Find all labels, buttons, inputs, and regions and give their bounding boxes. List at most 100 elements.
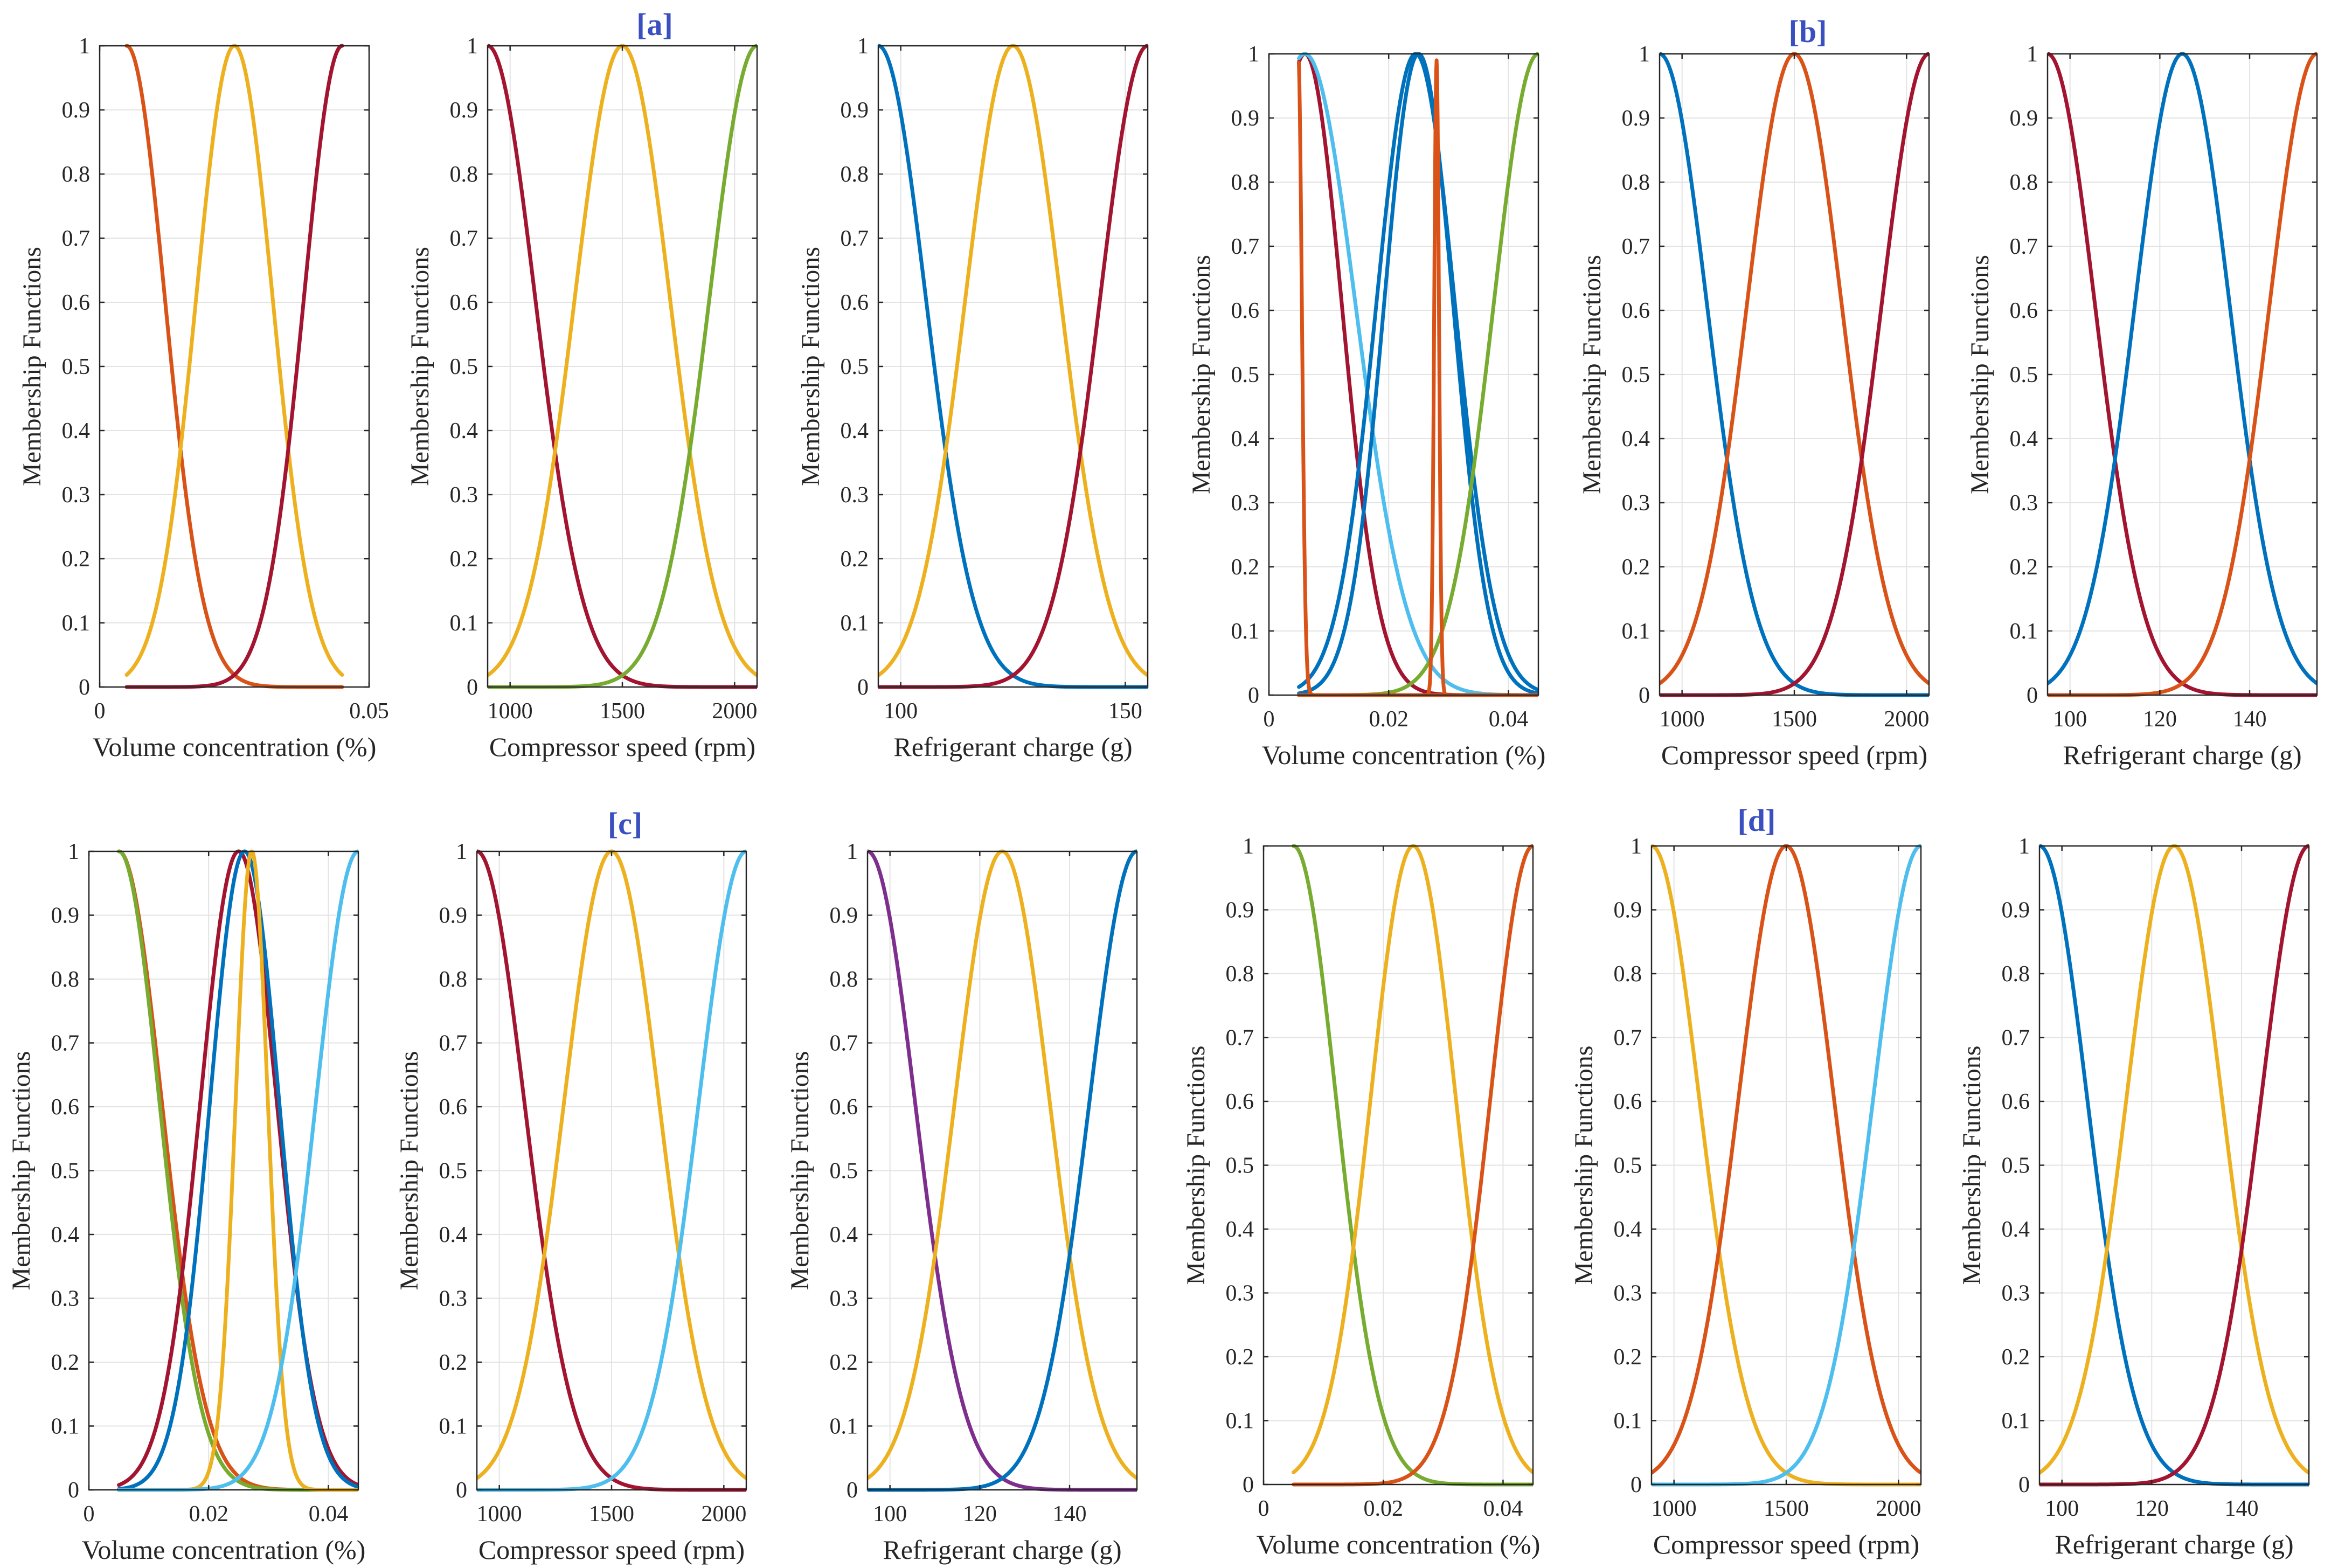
y-tick-label: 0.7 <box>1622 234 1650 259</box>
y-tick-label: 0.8 <box>439 967 468 992</box>
x-tick-label: 1000 <box>488 699 533 724</box>
y-tick-label: 0.7 <box>1231 234 1260 259</box>
y-tick-label: 0.1 <box>1622 619 1650 644</box>
y-tick-label: 0.1 <box>450 611 478 636</box>
x-axis-label: Volume concentration (%) <box>93 732 377 762</box>
x-tick-label: 0 <box>1258 1496 1269 1521</box>
y-tick-label: 0.1 <box>62 611 91 636</box>
y-tick-label: 0.3 <box>1231 491 1260 516</box>
y-tick-label: 0.4 <box>2010 427 2038 452</box>
y-tick-label: 0.4 <box>62 419 91 443</box>
y-tick-label: 0.9 <box>1226 898 1254 923</box>
y-tick-label: 0.6 <box>51 1095 80 1120</box>
y-tick-label: 0.5 <box>62 355 91 379</box>
y-tick-label: 1 <box>456 839 467 864</box>
x-tick-label: 0.05 <box>349 699 389 724</box>
y-axis-label: Membership Functions <box>1958 1046 1986 1285</box>
y-tick-label: 1 <box>847 839 858 864</box>
y-tick-label: 0.8 <box>1622 170 1650 195</box>
y-tick-label: 0.7 <box>1226 1026 1254 1051</box>
chart-10: 0 0.1 0.2 0.3 0.4 0.5 0.6 0.7 0.8 0.9 1 0 0.02 0.04 Vo… <box>1182 834 1540 1559</box>
y-axis-label: Membership Functions <box>1578 255 1606 494</box>
chart-3: 0 0.1 0.2 0.3 0.4 0.5 0.6 0.7 0.8 0.9 1 100 150 Refri… <box>796 34 1149 762</box>
y-tick-label: 0.5 <box>2002 1154 2030 1178</box>
y-tick-label: 0.8 <box>51 967 80 992</box>
y-tick-label: 0.2 <box>841 547 869 572</box>
chart-8: 0 0.1 0.2 0.3 0.4 0.5 0.6 0.7 0.8 0.9 1 1000 1500 200… <box>395 839 747 1565</box>
x-tick-label: 140 <box>1053 1502 1087 1527</box>
x-tick-label: 2000 <box>1876 1496 1921 1521</box>
y-tick-label: 0.1 <box>841 611 869 636</box>
y-tick-label: 0 <box>467 675 478 700</box>
x-tick-label: 0.02 <box>1369 707 1409 732</box>
x-tick-label: 2000 <box>701 1502 746 1527</box>
y-tick-label: 0.4 <box>51 1223 80 1247</box>
x-tick-label: 100 <box>2053 707 2087 732</box>
x-axis-label: Volume concentration (%) <box>1257 1529 1541 1559</box>
y-tick-label: 0.1 <box>51 1414 80 1439</box>
y-tick-label: 0.9 <box>1231 106 1260 131</box>
x-tick-label: 100 <box>873 1502 907 1527</box>
panel-label: [b] <box>1789 14 1827 49</box>
x-tick-label: 120 <box>2143 707 2177 732</box>
y-tick-label: 1 <box>68 839 79 864</box>
y-tick-label: 0.1 <box>1231 619 1260 644</box>
y-tick-label: 0.4 <box>1622 427 1650 452</box>
y-tick-label: 0.8 <box>2002 962 2030 987</box>
y-tick-label: 1 <box>1639 42 1650 67</box>
y-tick-label: 0.4 <box>450 419 478 443</box>
chart-9: 0 0.1 0.2 0.3 0.4 0.5 0.6 0.7 0.8 0.9 1 100 120 140 Re… <box>786 839 1138 1565</box>
y-tick-label: 0.9 <box>450 98 478 123</box>
x-tick-label: 0.04 <box>1489 707 1529 732</box>
x-tick-label: 100 <box>884 699 918 724</box>
chart-7: 0 0.1 0.2 0.3 0.4 0.5 0.6 0.7 0.8 0.9 1 0 0.02 0.04 Vo… <box>7 839 365 1565</box>
y-tick-label: 0 <box>1631 1473 1642 1497</box>
y-tick-label: 0.3 <box>2002 1281 2030 1306</box>
y-axis-label: Membership Functions <box>796 247 825 486</box>
y-tick-label: 0.6 <box>2010 299 2038 323</box>
y-tick-label: 0.8 <box>1226 962 1254 987</box>
y-tick-label: 0.9 <box>439 904 468 928</box>
y-tick-label: 0.7 <box>841 226 869 251</box>
y-tick-label: 0.9 <box>2002 898 2030 923</box>
y-tick-label: 0 <box>2018 1473 2030 1497</box>
y-tick-label: 0.3 <box>2010 491 2038 516</box>
y-tick-label: 0.4 <box>1226 1217 1254 1242</box>
y-tick-label: 0.9 <box>51 904 80 928</box>
y-tick-label: 0.5 <box>51 1159 80 1184</box>
x-tick-label: 150 <box>1108 699 1142 724</box>
x-tick-label: 1000 <box>1652 1496 1697 1521</box>
y-tick-label: 0 <box>1639 683 1650 708</box>
x-tick-label: 0.04 <box>309 1502 349 1527</box>
y-tick-label: 0.3 <box>1226 1281 1254 1306</box>
y-tick-label: 0.5 <box>841 355 869 379</box>
y-tick-label: 0.7 <box>2010 234 2038 259</box>
y-tick-label: 1 <box>79 34 90 59</box>
y-tick-label: 0.4 <box>2002 1217 2030 1242</box>
x-tick-label: 140 <box>2225 1496 2259 1521</box>
y-tick-label: 0.7 <box>51 1031 80 1056</box>
y-tick-label: 0.6 <box>2002 1090 2030 1114</box>
chart-1: 0 0.1 0.2 0.3 0.4 0.5 0.6 0.7 0.8 0.9 1 0 0.05 Volume… <box>18 34 389 762</box>
y-tick-label: 0.5 <box>1226 1154 1254 1178</box>
chart-4: 0 0.1 0.2 0.3 0.4 0.5 0.6 0.7 0.8 0.9 1 0 0.02 0.04 Vo… <box>1187 42 1545 770</box>
y-tick-label: 0.7 <box>2002 1026 2030 1051</box>
y-tick-label: 0.1 <box>439 1414 468 1439</box>
y-tick-label: 1 <box>1248 42 1259 67</box>
y-tick-label: 0.5 <box>1231 363 1260 387</box>
y-tick-label: 0.9 <box>2010 106 2038 131</box>
y-tick-label: 0 <box>68 1478 79 1503</box>
y-tick-label: 0 <box>1243 1473 1254 1497</box>
x-tick-label: 1000 <box>477 1502 522 1527</box>
chart-2: 0 0.1 0.2 0.3 0.4 0.5 0.6 0.7 0.8 0.9 1 1000 1500 200… <box>406 34 758 762</box>
y-tick-label: 0.6 <box>1226 1090 1254 1114</box>
y-axis-label: Membership Functions <box>1570 1046 1598 1285</box>
y-tick-label: 0 <box>1248 683 1259 708</box>
y-axis-label: Membership Functions <box>406 247 434 486</box>
y-tick-label: 0.3 <box>439 1287 468 1312</box>
x-tick-label: 0.02 <box>189 1502 228 1527</box>
y-tick-label: 1 <box>857 34 869 59</box>
y-tick-label: 0.3 <box>450 483 478 508</box>
y-tick-label: 0.8 <box>2010 170 2038 195</box>
y-tick-label: 0.1 <box>2010 619 2038 644</box>
